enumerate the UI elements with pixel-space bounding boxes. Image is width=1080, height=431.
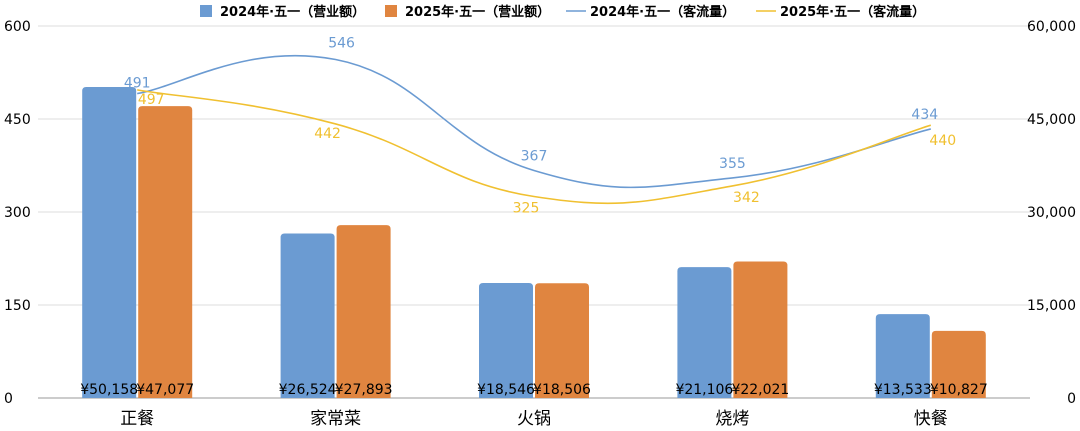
bar-value-label: ¥26,524 bbox=[279, 382, 337, 398]
line-value-label: 342 bbox=[733, 190, 760, 206]
bar bbox=[535, 283, 589, 398]
legend-label: 2024年·五一（客流量） bbox=[590, 4, 735, 20]
line-value-label: 497 bbox=[138, 92, 165, 108]
line-value-label: 367 bbox=[521, 148, 548, 164]
bar-value-label: ¥13,533 bbox=[874, 382, 932, 398]
bar bbox=[138, 106, 193, 399]
bar bbox=[479, 283, 533, 398]
line-value-label: 434 bbox=[911, 107, 938, 123]
y-right-tick-label: 0 bbox=[1067, 391, 1076, 407]
y-right-tick-label: 60,000 bbox=[1027, 19, 1076, 35]
data-labels: ¥50,158¥47,077 ¥26,524¥27,893 ¥18,546¥18,5… bbox=[80, 35, 988, 398]
legend-label: 2024年·五一（营业额） bbox=[220, 4, 365, 20]
bar-value-label: ¥22,021 bbox=[731, 382, 789, 398]
bar bbox=[931, 330, 986, 398]
bar-value-label: ¥18,546 bbox=[477, 382, 535, 398]
y-left-tick-label: 600 bbox=[4, 19, 31, 35]
line-value-label: 325 bbox=[513, 201, 540, 217]
bars bbox=[82, 87, 986, 399]
bar-value-label: ¥27,893 bbox=[335, 382, 393, 398]
bar-value-label: ¥10,827 bbox=[930, 382, 988, 398]
legend-label: 2025年·五一（客流量） bbox=[780, 4, 925, 20]
x-tick-label: 快餐 bbox=[914, 409, 948, 429]
y-left-tick-label: 300 bbox=[4, 205, 31, 221]
line-value-label: 355 bbox=[719, 156, 746, 172]
bar bbox=[280, 233, 335, 398]
bar-value-label: ¥18,506 bbox=[533, 382, 591, 398]
bar-value-label: ¥21,106 bbox=[675, 382, 733, 398]
line-value-label: 440 bbox=[929, 133, 956, 149]
bar bbox=[733, 261, 788, 398]
bar-value-label: ¥50,158 bbox=[80, 382, 138, 398]
y-left-tick-label: 0 bbox=[4, 391, 13, 407]
x-tick-label: 火锅 bbox=[517, 409, 551, 429]
y-right-tick-label: 45,000 bbox=[1027, 112, 1076, 128]
x-tick-label: 正餐 bbox=[120, 409, 154, 429]
x-tick-label: 家常菜 bbox=[310, 409, 361, 429]
bar bbox=[875, 314, 930, 398]
legend-swatch bbox=[385, 5, 397, 17]
y-left-tick-label: 450 bbox=[4, 112, 31, 128]
y-right-tick-label: 30,000 bbox=[1027, 205, 1076, 221]
x-tick-label: 烧烤 bbox=[715, 409, 749, 429]
line-value-label: 442 bbox=[314, 126, 341, 142]
line-value-label: 546 bbox=[328, 35, 355, 51]
bar bbox=[82, 87, 137, 399]
lines bbox=[137, 54, 932, 205]
grid bbox=[38, 25, 1030, 399]
y-right-tick-label: 15,000 bbox=[1027, 298, 1076, 314]
legend: 2024年·五一（营业额） 2025年·五一（营业额） 2024年·五一（客流量） 2… bbox=[200, 4, 925, 20]
bar bbox=[336, 225, 391, 398]
series-line bbox=[137, 54, 931, 189]
series-line bbox=[137, 89, 932, 205]
axes: 0 0 150 15,000 300 30,000 450 45,000 600 60,000 正餐… bbox=[4, 19, 1076, 429]
line-value-label: 491 bbox=[124, 76, 151, 92]
legend-swatch bbox=[200, 5, 212, 17]
y-left-tick-label: 150 bbox=[4, 298, 31, 314]
bar bbox=[677, 267, 732, 398]
bar-value-label: ¥47,077 bbox=[136, 382, 194, 398]
legend-label: 2025年·五一（营业额） bbox=[405, 4, 550, 20]
